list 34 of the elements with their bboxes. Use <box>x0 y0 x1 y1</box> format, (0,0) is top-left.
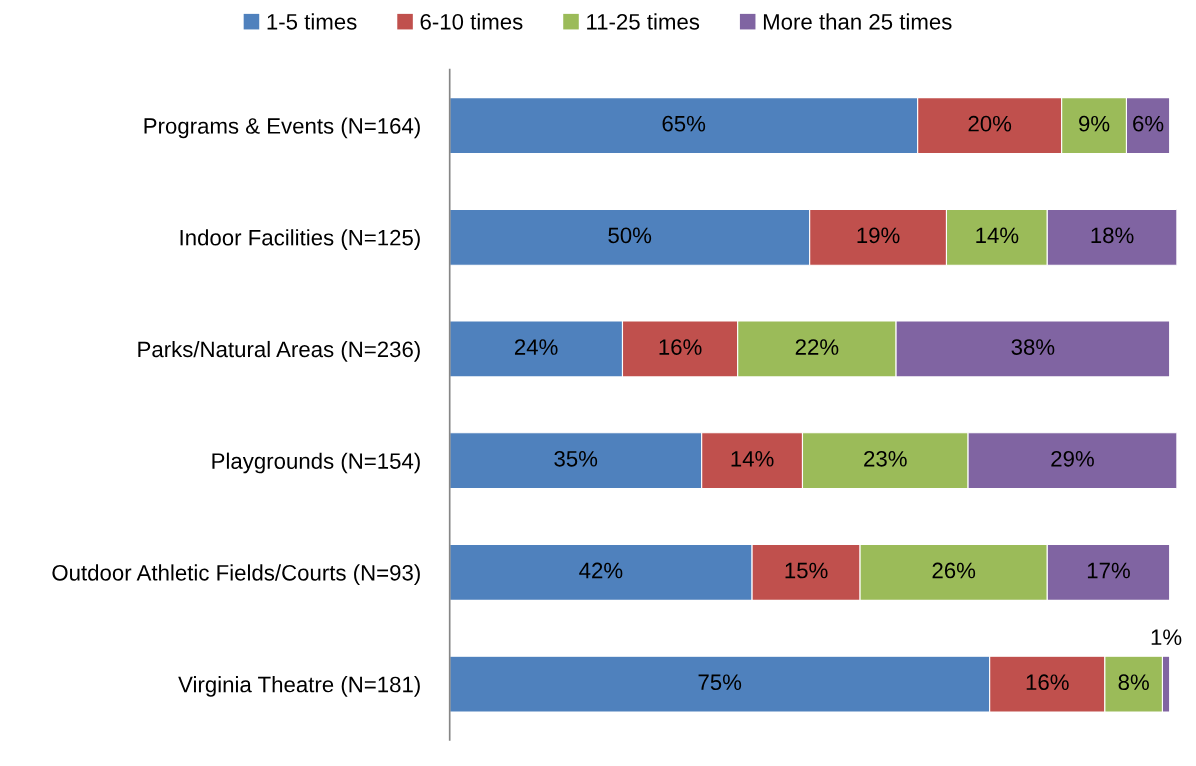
data-label: 29% <box>1051 450 1094 467</box>
data-label: 6% <box>1133 115 1164 132</box>
data-label: 35% <box>554 450 598 467</box>
data-label: 8% <box>1118 674 1149 691</box>
data-label: 16% <box>1026 674 1069 691</box>
data-label: 14% <box>731 451 774 467</box>
data-label: 20% <box>968 115 1012 132</box>
y-tick-label: Parks/Natural Areas (N=236) <box>138 340 420 362</box>
data-label: 23% <box>864 450 907 467</box>
data-label: 38% <box>1011 339 1055 355</box>
y-tick-label: Playgrounds (N=154) <box>212 452 420 474</box>
data-label: 26% <box>932 562 976 579</box>
data-label: 1% <box>1151 629 1182 645</box>
data-label: 14% <box>976 227 1019 244</box>
data-label: 19% <box>857 227 900 244</box>
legend-label: 11-25 times <box>587 13 700 30</box>
data-label: 50% <box>608 227 652 244</box>
legend-label: 6-10 times <box>420 13 523 30</box>
legend-label: More than 25 times <box>763 13 952 30</box>
data-label: 16% <box>659 339 702 355</box>
data-label: 9% <box>1079 115 1110 132</box>
y-tick-label: Outdoor Athletic Fields/Courts (N=93) <box>52 564 420 586</box>
data-label: 42% <box>579 562 623 579</box>
legend-label: 1-5 times <box>267 13 357 30</box>
data-label: 15% <box>785 562 828 579</box>
y-tick-label: Indoor Facilities (N=125) <box>180 229 420 250</box>
data-label: 75% <box>698 674 742 691</box>
data-label: 24% <box>514 339 558 355</box>
data-label: 22% <box>795 339 839 355</box>
data-label: 17% <box>1087 562 1130 579</box>
data-label: 18% <box>1091 227 1134 244</box>
data-label: 65% <box>662 115 706 132</box>
y-tick-label: Programs & Events (N=164) <box>144 117 420 139</box>
y-tick-label: Virginia Theatre (N=181) <box>178 676 420 697</box>
